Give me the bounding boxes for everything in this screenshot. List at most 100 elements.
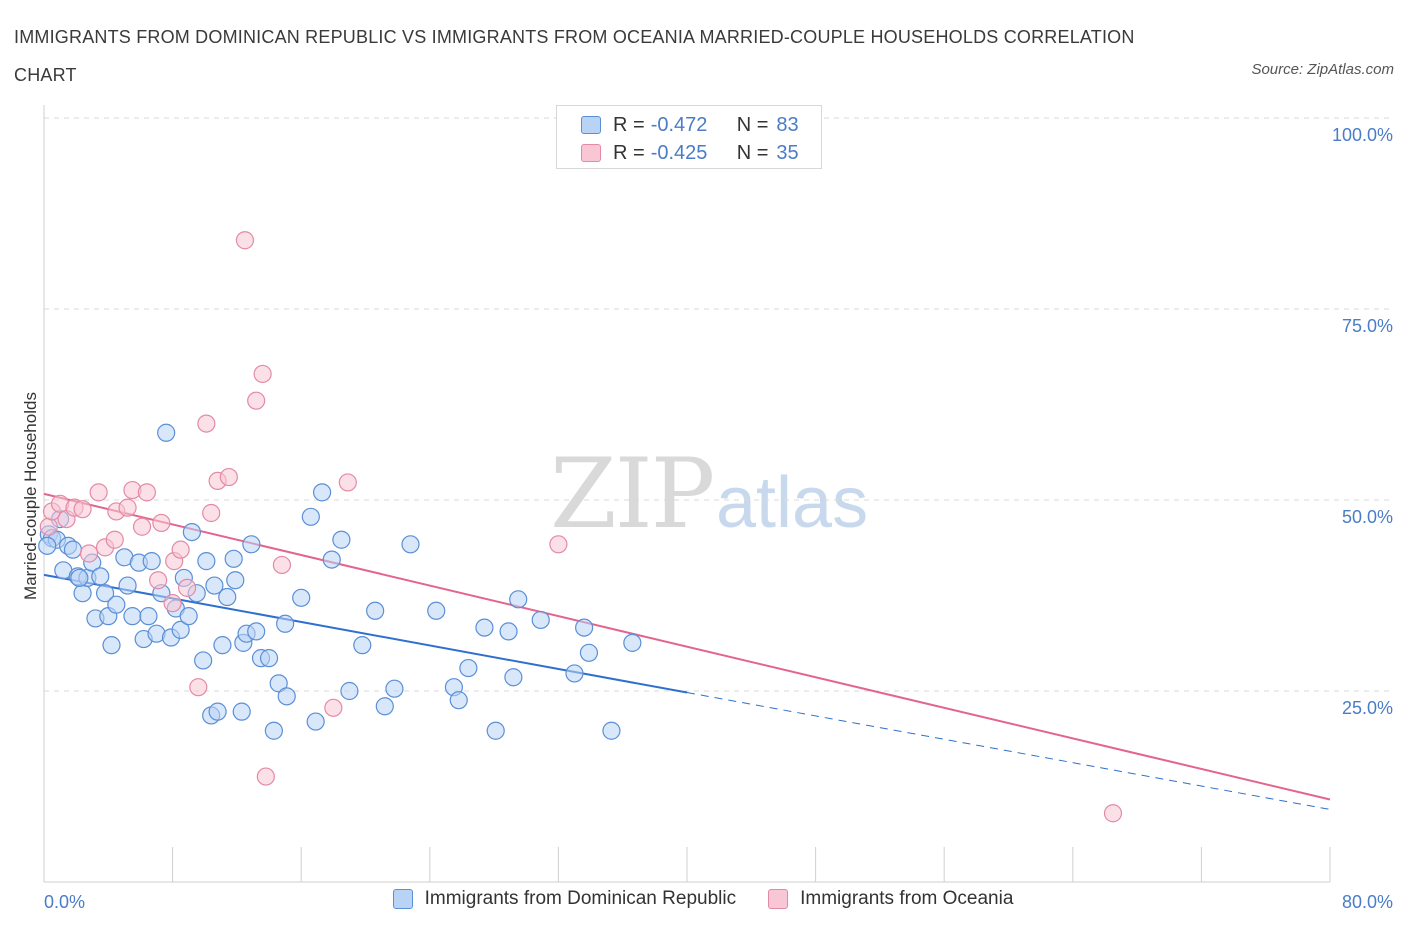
legend-swatch-pink	[768, 889, 789, 909]
x-tick-label: 80.0%	[1342, 892, 1393, 912]
blue-point	[459, 658, 478, 678]
source-label: Source: ZipAtlas.com	[1251, 61, 1394, 78]
blue-point	[579, 643, 599, 662]
blue-point	[197, 552, 216, 571]
x-tick-label: 0.0%	[44, 892, 85, 912]
legend-item-dominican-republic[interactable]: Immigrants from Dominican Republic	[392, 888, 736, 910]
blue-point	[218, 587, 237, 607]
blue-point	[63, 540, 83, 559]
pink-point	[171, 540, 190, 559]
legend-n-value: 83	[776, 113, 799, 136]
blue-point	[179, 607, 198, 626]
blue-point	[247, 622, 266, 641]
blue-point	[565, 664, 584, 683]
blue-point	[91, 567, 110, 586]
y-tick-label: 50.0%	[1342, 507, 1393, 527]
legend-row-pink: R = -0.425 N = 35	[581, 139, 799, 167]
pink-point	[89, 483, 108, 502]
blue-point	[504, 668, 523, 687]
blue-point	[123, 607, 142, 626]
blue-point	[95, 584, 115, 603]
pink-point	[256, 767, 275, 786]
watermark-zip: ZIP	[550, 438, 715, 550]
blue-point	[449, 691, 468, 710]
blue-point	[292, 588, 311, 607]
pink-point	[39, 517, 58, 536]
blue-point	[475, 618, 494, 637]
blue-point	[224, 549, 243, 568]
blue-point	[232, 702, 251, 721]
legend-swatch-blue	[581, 116, 601, 134]
blue-point	[213, 636, 232, 655]
pink-point	[73, 500, 92, 519]
pink-point	[202, 503, 221, 523]
pink-point	[219, 467, 238, 487]
blue-point	[623, 633, 642, 652]
watermark-atlas: atlas	[716, 463, 869, 543]
blue-point	[205, 576, 224, 595]
blue-point	[427, 601, 446, 620]
pink-point	[79, 544, 99, 563]
pink-point	[105, 530, 124, 549]
pink-point	[163, 594, 182, 613]
legend-r-label: R =	[613, 141, 645, 164]
legend-swatch-pink	[581, 144, 601, 162]
pink-point	[272, 555, 292, 575]
blue-point	[142, 552, 161, 571]
grid-lines	[44, 117, 1394, 692]
pink-point	[177, 578, 197, 597]
blue-point	[226, 571, 245, 590]
pink-point	[338, 473, 357, 492]
chart-title: IMMIGRANTS FROM DOMINICAN REPUBLIC VS IM…	[14, 27, 1135, 85]
blue-point	[499, 622, 518, 641]
y-tick-label: 100.0%	[1332, 125, 1393, 145]
legend-item-oceania[interactable]: Immigrants from Oceania	[768, 888, 1013, 910]
pink-point	[118, 498, 137, 517]
axes	[43, 105, 1331, 883]
pink-point	[235, 231, 255, 250]
tick-labels: 25.0% 50.0% 75.0% 100.0% 0.0% 80.0%	[44, 125, 1393, 912]
blue-point	[401, 535, 420, 554]
blue-point	[575, 618, 594, 637]
blue-point	[264, 721, 283, 740]
blue-point	[208, 702, 227, 721]
blue-point	[73, 584, 92, 603]
pink-point	[247, 391, 266, 410]
pink-point	[189, 678, 208, 697]
blue-point	[182, 522, 201, 542]
pink-point	[549, 535, 568, 554]
pink-point	[253, 364, 272, 384]
blue-point	[70, 568, 89, 588]
pink-point	[149, 571, 168, 590]
legend-r-value: -0.425	[650, 141, 708, 164]
blue-point	[301, 507, 320, 526]
blue-point	[194, 651, 213, 670]
pink-point	[324, 698, 343, 717]
legend-r-value: -0.472	[650, 113, 708, 136]
blue-point	[602, 721, 621, 740]
trend-lines	[43, 492, 1331, 810]
pink-point	[132, 517, 152, 536]
blue-point	[102, 636, 121, 655]
data-points	[38, 231, 1123, 823]
legend-r-label: R =	[613, 113, 645, 136]
blue-point	[486, 721, 505, 740]
blue-point	[375, 697, 394, 716]
legend-n-label: N =	[736, 113, 769, 136]
blue-point	[157, 423, 176, 442]
legend-label: Immigrants from Oceania	[800, 888, 1014, 909]
blue-point	[306, 712, 325, 731]
series-legend: Immigrants from Dominican Republic Immig…	[0, 888, 1406, 910]
correlation-legend: R = -0.472 N = 83 R = -0.425 N = 35	[556, 105, 822, 169]
legend-n-value: 35	[776, 141, 799, 164]
blue-point	[312, 483, 332, 502]
blue-point	[332, 530, 351, 549]
y-tick-label: 75.0%	[1342, 316, 1393, 336]
blue-point	[353, 636, 372, 655]
blue-point	[118, 576, 137, 595]
blue-point	[366, 601, 385, 620]
blue-point	[259, 649, 279, 668]
blue-point	[531, 610, 550, 630]
blue-point	[276, 614, 295, 633]
